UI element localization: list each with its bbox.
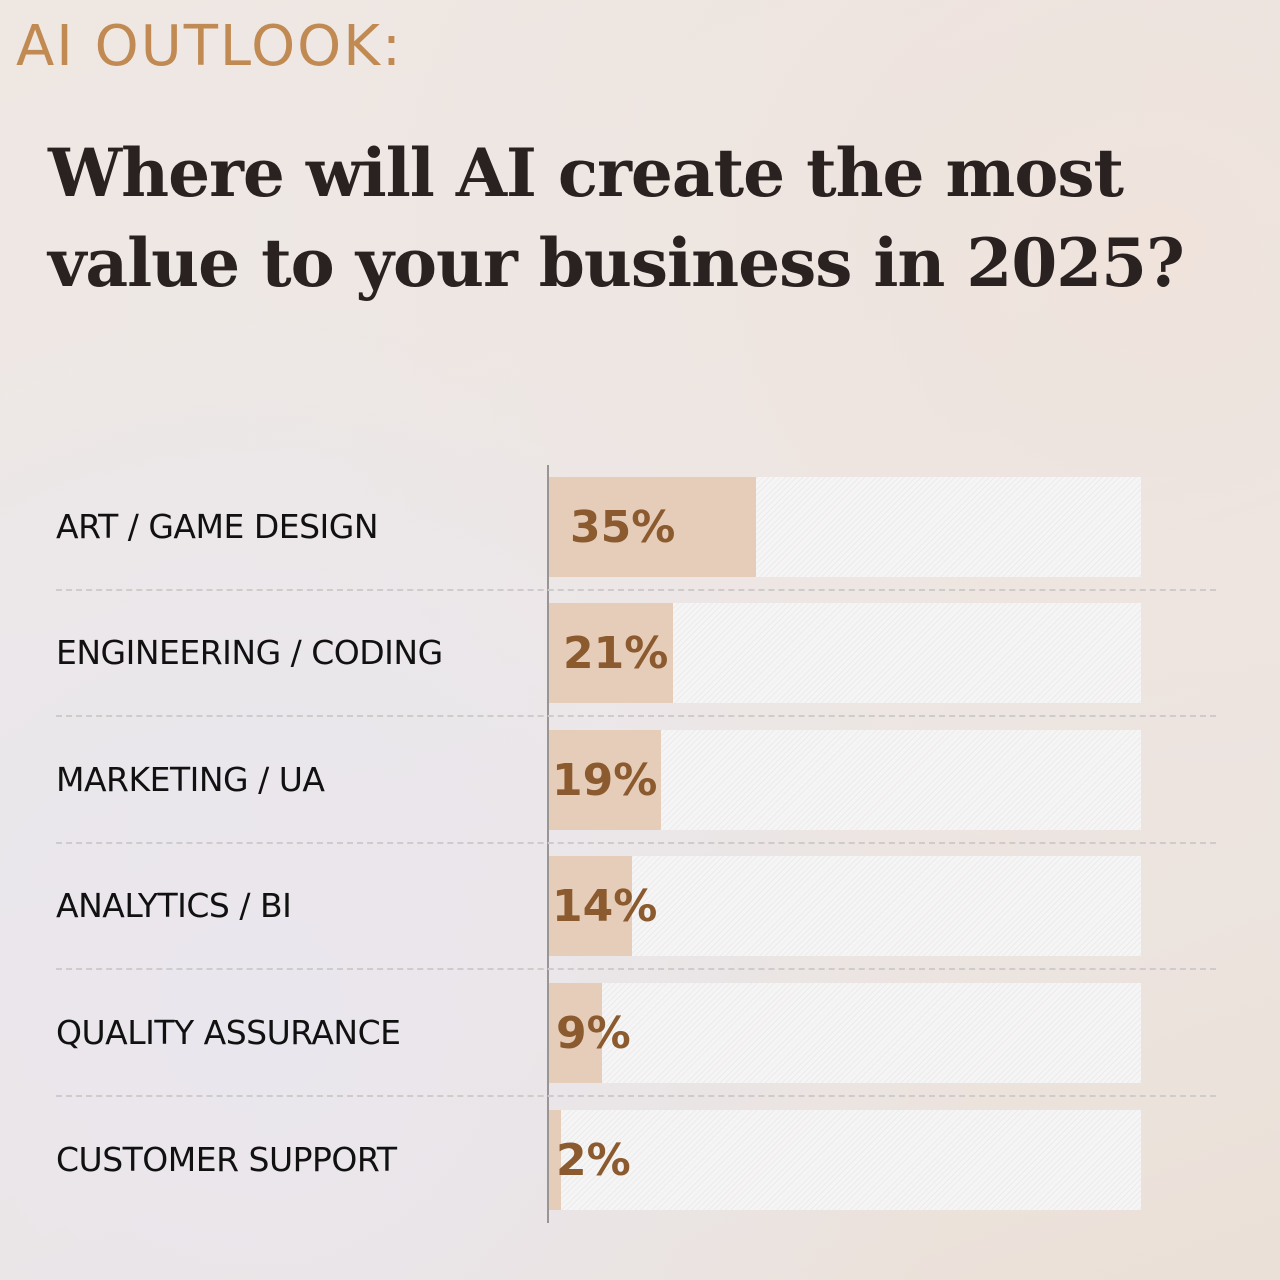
bar [549,983,603,1083]
kicker-heading: AI OUTLOOK: [16,14,403,79]
category-label: CUSTOMER SUPPORT [56,1140,397,1179]
value-label: 9% [556,1008,631,1059]
category-label: QUALITY ASSURANCE [56,1013,401,1052]
category-label: ENGINEERING / CODING [56,633,443,672]
row-divider [56,715,1216,717]
bar [549,730,662,830]
value-label: 2% [556,1135,631,1186]
bar-track [549,983,1141,1083]
row-divider [56,1095,1216,1097]
value-label: 35% [570,502,676,553]
bar [549,477,757,577]
value-label: 19% [552,755,658,806]
value-label: 14% [552,881,658,932]
category-label: ANALYTICS / BI [56,886,292,925]
chart-title: Where will AI create the most value to y… [48,134,1185,302]
bar [549,1110,561,1210]
row-divider [56,842,1216,844]
row-divider [56,968,1216,970]
category-label: ART / GAME DESIGN [56,507,379,546]
category-label: MARKETING / UA [56,760,325,799]
bar-track [549,856,1141,956]
bar [549,603,674,703]
value-label: 21% [563,628,669,679]
bar [549,856,632,956]
y-axis-line [547,465,549,1223]
bar-track [549,1110,1141,1210]
row-divider [56,589,1216,591]
